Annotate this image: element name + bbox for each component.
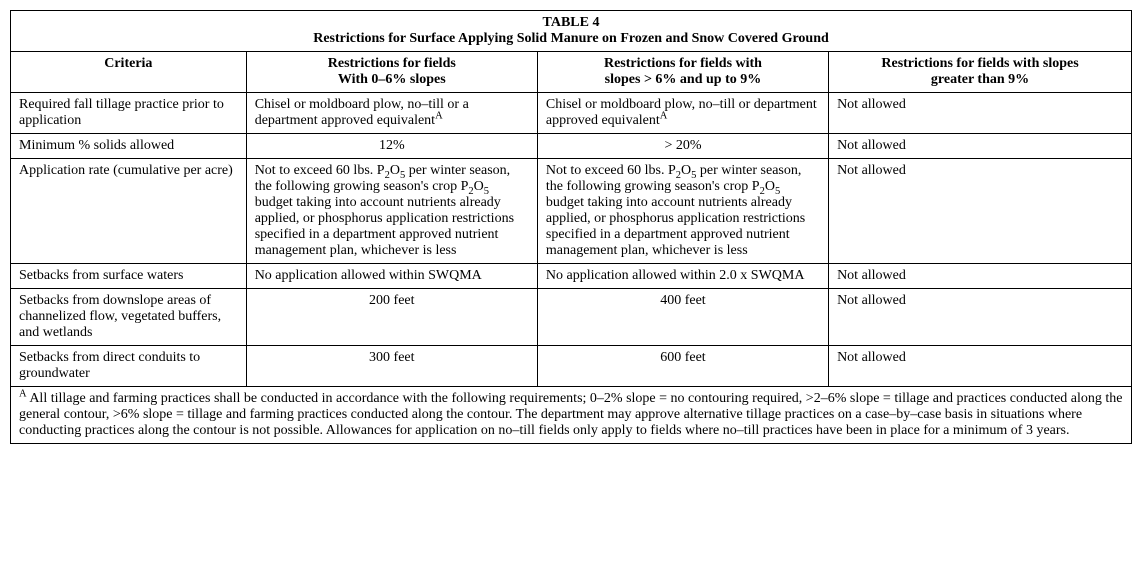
col-c-cell: Not allowed (829, 289, 1131, 346)
header-col-c: Restrictions for fields with slopes grea… (829, 52, 1131, 93)
restrictions-table: Criteria Restrictions for fields With 0–… (11, 52, 1131, 443)
col-b-cell: 600 feet (537, 346, 828, 387)
criteria-cell: Setbacks from downslope areas of channel… (11, 289, 246, 346)
table-row: Setbacks from surface waters No applicat… (11, 264, 1131, 289)
footnote-text: All tillage and farming practices shall … (19, 391, 1123, 438)
col-c-cell: Not allowed (829, 159, 1131, 264)
col-a-cell: Not to exceed 60 lbs. P2O5 per winter se… (246, 159, 537, 264)
header-col-b: Restrictions for fields with slopes > 6%… (537, 52, 828, 93)
col-a-cell: 300 feet (246, 346, 537, 387)
table-title-block: TABLE 4 Restrictions for Surface Applyin… (11, 11, 1131, 52)
footnote-row: A All tillage and farming practices shal… (11, 387, 1131, 444)
table-4: TABLE 4 Restrictions for Surface Applyin… (10, 10, 1132, 444)
footnote-marker: A (19, 388, 27, 399)
footnote-marker: A (660, 110, 668, 121)
header-row: Criteria Restrictions for fields With 0–… (11, 52, 1131, 93)
header-criteria: Criteria (11, 52, 246, 93)
p2o5: P2O5 (752, 179, 780, 194)
criteria-cell: Setbacks from surface waters (11, 264, 246, 289)
col-b-cell: No application allowed within 2.0 x SWQM… (537, 264, 828, 289)
col-c-cell: Not allowed (829, 346, 1131, 387)
table-row: Setbacks from direct conduits to groundw… (11, 346, 1131, 387)
p2o5: P2O5 (377, 163, 405, 178)
col-c-cell: Not allowed (829, 134, 1131, 159)
criteria-cell: Setbacks from direct conduits to groundw… (11, 346, 246, 387)
col-b-cell: Chisel or moldboard plow, no–till or dep… (537, 93, 828, 134)
col-c-cell: Not allowed (829, 93, 1131, 134)
table-row: Setbacks from downslope areas of channel… (11, 289, 1131, 346)
criteria-cell: Application rate (cumulative per acre) (11, 159, 246, 264)
table-row: Application rate (cumulative per acre) N… (11, 159, 1131, 264)
table-row: Required fall tillage practice prior to … (11, 93, 1131, 134)
col-b-cell: Not to exceed 60 lbs. P2O5 per winter se… (537, 159, 828, 264)
footnote-cell: A All tillage and farming practices shal… (11, 387, 1131, 444)
col-b-cell: > 20% (537, 134, 828, 159)
p2o5: P2O5 (668, 163, 696, 178)
col-a-cell: Chisel or moldboard plow, no–till or a d… (246, 93, 537, 134)
col-a-cell: 200 feet (246, 289, 537, 346)
header-col-a: Restrictions for fields With 0–6% slopes (246, 52, 537, 93)
footnote-marker: A (435, 110, 443, 121)
criteria-cell: Minimum % solids allowed (11, 134, 246, 159)
table-title: Restrictions for Surface Applying Solid … (313, 31, 829, 46)
col-a-cell: 12% (246, 134, 537, 159)
table-number: TABLE 4 (543, 15, 600, 30)
table-row: Minimum % solids allowed 12% > 20% Not a… (11, 134, 1131, 159)
col-a-cell: No application allowed within SWQMA (246, 264, 537, 289)
criteria-cell: Required fall tillage practice prior to … (11, 93, 246, 134)
p2o5: P2O5 (461, 179, 489, 194)
col-c-cell: Not allowed (829, 264, 1131, 289)
col-b-cell: 400 feet (537, 289, 828, 346)
